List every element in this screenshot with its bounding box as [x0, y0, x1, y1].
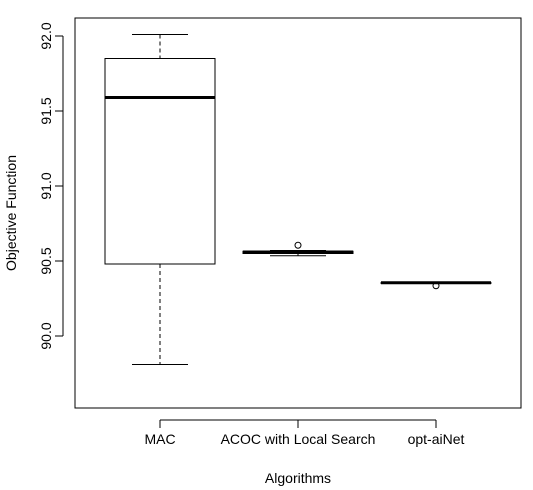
- box-2: [242, 241, 354, 257]
- box-3: [380, 281, 492, 290]
- y-tick-label: 91.0: [38, 172, 54, 199]
- boxes-layer: [104, 34, 492, 365]
- x-tick-label: MAC: [144, 431, 175, 447]
- outlier-point: [432, 282, 440, 290]
- y-tick-label: 92.0: [38, 22, 54, 49]
- y-tick-label: 91.5: [38, 97, 54, 124]
- y-axis: 90.0 90.5 91.0 91.5 92.0: [38, 22, 64, 350]
- iqr-box: [104, 58, 216, 265]
- x-tick-label: ACOC with Local Search: [221, 431, 376, 447]
- box-1: [104, 34, 216, 365]
- y-tick-label: 90.0: [38, 322, 54, 349]
- x-tick-label: opt-aiNet: [408, 431, 465, 447]
- plot-frame: [74, 17, 522, 409]
- x-axis: MAC ACOC with Local Search opt-aiNet: [144, 419, 465, 447]
- x-axis-label: Algorithms: [265, 470, 331, 486]
- y-tick-label: 90.5: [38, 247, 54, 274]
- outlier-point: [294, 241, 302, 249]
- y-axis-label: Objective Function: [3, 155, 19, 271]
